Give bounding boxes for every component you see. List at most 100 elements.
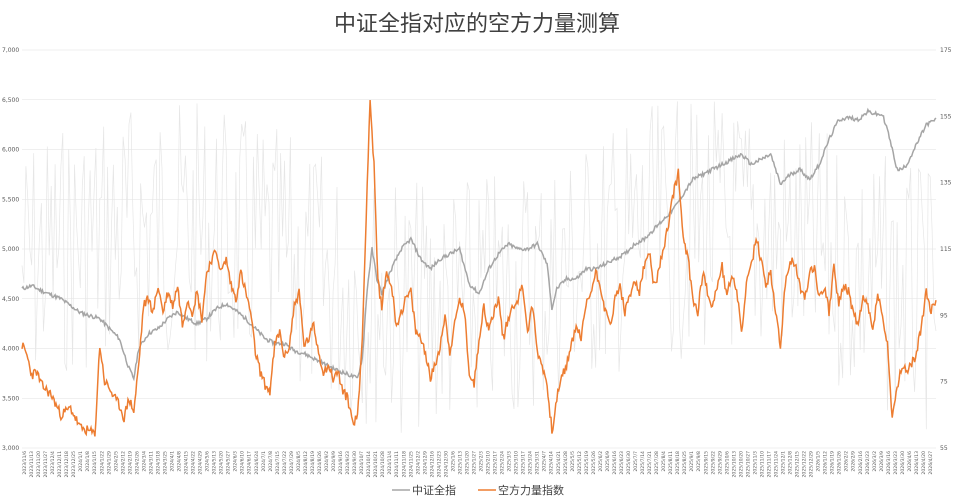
series-line-bear [21,99,937,437]
series-line-index [21,107,937,382]
x-tick-label: 2025/8/11 [668,451,674,475]
x-tick-label: 2024/4/22 [191,451,197,475]
x-tick-label: 2024/1/8 [85,451,91,472]
left-tick-label: 4,000 [2,346,19,353]
x-tick-label: 2023/12/11 [57,451,63,478]
x-tick-label: 2025/1/20 [464,451,470,475]
x-tick-label: 2024/3/4 [141,451,147,472]
x-tick-label: 2024/1/1 [78,451,84,472]
x-tick-label: 2024/6/17 [247,451,253,475]
x-tick-label: 2025/2/24 [500,451,506,475]
x-tick-label: 2025/11/3 [752,451,758,475]
x-tick-label: 2024/2/26 [134,451,140,475]
x-tick-label: 2024/10/28 [380,451,386,478]
x-tick-label: 2025/8/25 [682,451,688,475]
x-tick-label: 2025/6/23 [619,451,625,475]
x-tick-label: 2024/1/15 [92,451,98,475]
x-tick-label: 2025/7/7 [633,451,639,472]
x-tick-label: 2025/6/16 [612,451,618,475]
left-tick-label: 5,500 [2,196,19,203]
left-tick-label: 3,000 [2,445,19,452]
x-tick-label: 2026/1/12 [823,451,829,475]
x-tick-label: 2025/1/13 [457,451,463,475]
x-tick-label: 2024/5/13 [212,451,218,475]
x-tick-label: 2024/9/23 [345,451,351,475]
x-tick-label: 2025/12/22 [802,451,808,478]
x-tick-label: 2024/10/7 [359,451,365,475]
x-tick-label: 2024/6/10 [240,451,246,475]
x-tick-label: 2025/8/18 [675,451,681,475]
x-tick-label: 2025/3/17 [521,451,527,475]
background-line [21,101,937,433]
x-tick-label: 2026/1/26 [837,451,843,475]
x-tick-label: 2025/10/13 [731,451,737,478]
x-tick-label: 2024/9/2 [324,451,330,472]
right-tick-label: 115 [940,246,952,253]
x-tick-label: 2025/7/14 [640,451,646,475]
x-tick-label: 2024/7/15 [275,451,281,475]
x-tick-label: 2024/1/29 [106,451,112,475]
x-tick-label: 2024/10/21 [373,451,379,478]
x-tick-label: 2024/2/5 [113,451,119,472]
x-tick-label: 2024/10/14 [366,451,372,478]
x-tick-label: 2024/9/16 [338,451,344,475]
x-tick-label: 2026/4/6 [907,451,913,472]
x-tick-label: 2025/1/27 [471,451,477,475]
x-tick-label: 2024/5/20 [219,451,225,475]
x-tick-label: 2025/9/15 [703,451,709,475]
x-tick-label: 2025/10/6 [724,451,730,475]
x-tick-label: 2024/3/11 [148,451,154,475]
x-tick-label: 2026/1/19 [830,451,836,475]
left-tick-label: 7,000 [2,47,19,54]
left-tick-label: 6,500 [2,97,19,104]
x-tick-label: 2025/7/28 [654,451,660,475]
x-tick-label: 2024/12/16 [429,451,435,478]
x-tick-label: 2026/2/23 [865,451,871,475]
x-tick-label: 2025/6/2 [598,451,604,472]
x-tick-label: 2025/12/15 [795,451,801,478]
x-tick-label: 2023/12/18 [64,451,70,478]
x-tick-label: 2025/6/30 [626,451,632,475]
x-tick-label: 2023/12/25 [71,451,77,478]
left-axis: 3,000 3,500 4,000 4,500 5,000 5,500 6,000 6,500… [2,47,19,452]
x-tick-label: 2026/1/5 [816,451,822,472]
x-tick-label: 2025/12/1 [781,451,787,475]
x-tick-label: 2025/3/10 [514,451,520,475]
x-tick-label: 2024/7/1 [261,451,267,472]
background-noise-series [21,101,937,433]
right-tick-label: 55 [940,445,948,452]
x-tick-label: 2023/11/6 [22,451,28,475]
x-tick-label: 2026/3/23 [893,451,899,475]
x-tick-label: 2025/1/6 [450,451,456,472]
legend: 中证全指 空方力量指数 [392,483,564,497]
x-tick-label: 2025/5/19 [584,451,590,475]
x-tick-label: 2024/4/8 [177,451,183,472]
x-tick-label: 2026/3/2 [872,451,878,472]
left-tick-label: 3,500 [2,395,19,402]
x-tick-label: 2024/3/25 [162,451,168,475]
x-tick-label: 2024/6/3 [233,451,239,472]
x-tick-label: 2024/9/9 [331,451,337,472]
x-tick-label: 2025/5/5 [570,451,576,472]
x-tick-label: 2024/8/19 [310,451,316,475]
x-tick-label: 2024/6/24 [254,451,260,475]
x-tick-label: 2025/12/8 [788,451,794,475]
x-tick-label: 2026/3/9 [879,451,885,472]
x-tick-label: 2024/7/8 [268,451,274,472]
x-tick-label: 2025/11/10 [759,451,765,478]
x-tick-label: 2025/4/14 [549,451,555,475]
x-tick-label: 2024/7/22 [282,451,288,475]
right-tick-label: 175 [940,47,952,54]
x-tick-label: 2023/12/4 [50,451,56,475]
series-lines [21,99,937,437]
x-tick-label: 2024/2/12 [120,451,126,475]
chart-title: 中证全指对应的空方力量测算 [334,12,620,37]
x-tick-label: 2024/11/4 [387,451,393,475]
x-tick-label: 2026/2/9 [851,451,857,472]
x-tick-label: 2024/11/11 [394,451,400,478]
x-tick-label: 2024/4/1 [169,451,175,472]
x-tick-label: 2025/9/8 [696,451,702,472]
x-tick-label: 2023/11/20 [36,451,42,478]
x-tick-label: 2023/11/13 [29,451,35,478]
